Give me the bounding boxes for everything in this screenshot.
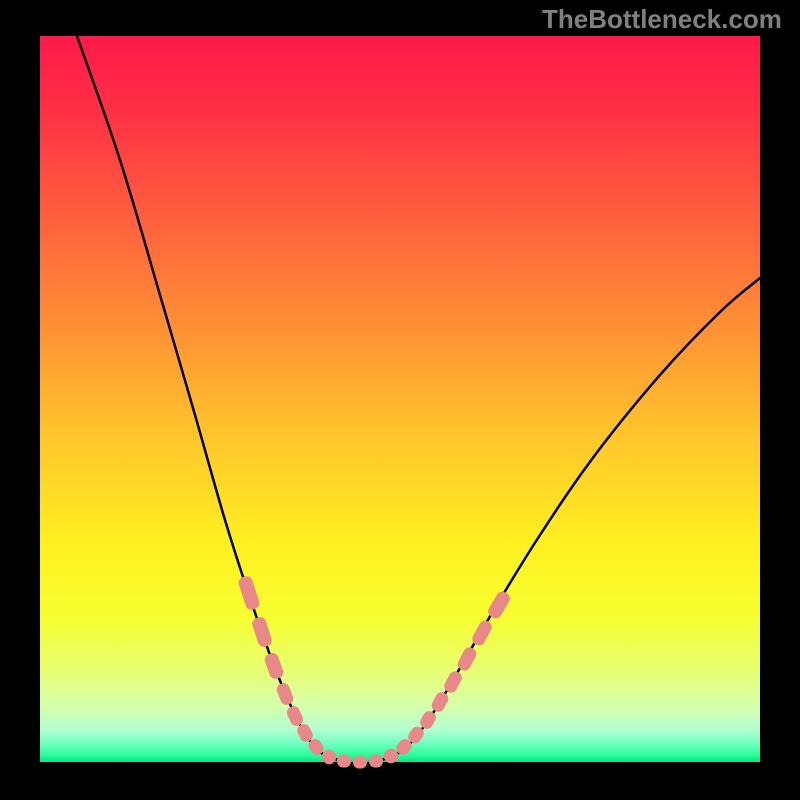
marker — [337, 755, 351, 768]
marker — [369, 755, 383, 768]
watermark-text: TheBottleneck.com — [542, 4, 782, 35]
marker — [353, 756, 367, 769]
chart-svg — [0, 0, 800, 800]
chart-canvas: TheBottleneck.com — [0, 0, 800, 800]
plot-background — [40, 36, 760, 762]
